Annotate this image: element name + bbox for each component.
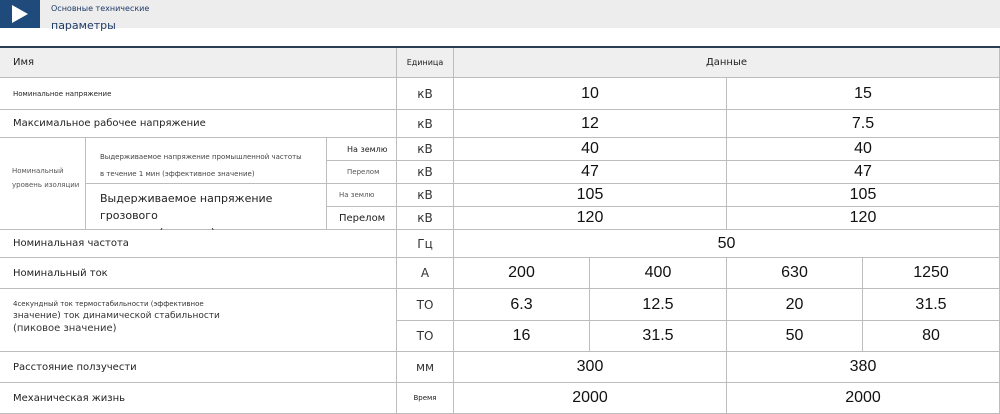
value-cell: 31.5 [590, 321, 727, 352]
row-label-rated-frequency: Номинальная частота [0, 230, 397, 258]
row-label-lightning-impulse: Выдерживаемое напряжение грозового импул… [86, 184, 327, 239]
unit-cell: ТО [397, 321, 454, 352]
value-cell: 10 [454, 78, 727, 110]
value-cell: 50 [454, 230, 1000, 258]
value-cell: 380 [727, 352, 1000, 383]
value-cell: 6.3 [454, 289, 590, 321]
value-cell: 200 [454, 258, 590, 289]
row-label-max-voltage: Максимальное рабочее напряжение [0, 110, 397, 138]
value-cell: 120 [727, 207, 1000, 230]
play-icon [12, 5, 28, 23]
unit-cell: А [397, 258, 454, 289]
value-cell: 12 [454, 110, 727, 138]
header-name: Имя [0, 48, 397, 78]
sub-label-ground: На землю [327, 184, 397, 207]
value-cell: 40 [727, 138, 1000, 161]
unit-cell: Гц [397, 230, 454, 258]
row-group-insulation: Номинальный уровень изоляции [0, 138, 86, 230]
value-cell: 47 [727, 161, 1000, 184]
value-cell: 47 [454, 161, 727, 184]
value-cell: 105 [727, 184, 1000, 207]
value-cell: 16 [454, 321, 590, 352]
value-cell: 2000 [727, 383, 1000, 414]
value-cell: 105 [454, 184, 727, 207]
unit-cell: кВ [397, 78, 454, 110]
row-label-power-frequency: Выдерживаемое напряжение промышленной ча… [86, 138, 327, 184]
title-banner [0, 0, 1000, 28]
value-cell: 7.5 [727, 110, 1000, 138]
unit-cell: кВ [397, 207, 454, 230]
row-label-mechanical-life: Механическая жизнь [0, 383, 397, 414]
unit-cell: ТО [397, 289, 454, 321]
unit-cell: кВ [397, 161, 454, 184]
value-cell: 630 [727, 258, 863, 289]
value-cell: 50 [727, 321, 863, 352]
banner-title-line2: параметры [51, 19, 116, 32]
unit-cell: кВ [397, 110, 454, 138]
value-cell: 1250 [863, 258, 1000, 289]
value-cell: 2000 [454, 383, 727, 414]
sub-label-break: Перелом [327, 207, 397, 230]
value-cell: 20 [727, 289, 863, 321]
value-cell: 40 [454, 138, 727, 161]
play-icon-box[interactable] [0, 0, 40, 28]
unit-cell: Время [397, 383, 454, 414]
value-cell: 120 [454, 207, 727, 230]
banner-title-line1: Основные технические [51, 4, 150, 13]
value-cell: 12.5 [590, 289, 727, 321]
value-cell: 300 [454, 352, 727, 383]
sub-label-break: Перелом [327, 161, 397, 184]
unit-cell: кВ [397, 184, 454, 207]
row-label-short-time-current: 4секундный ток термостабильности (эффект… [0, 289, 397, 352]
row-label-rated-voltage: Номинальное напряжение [0, 78, 397, 110]
sub-label-ground: На землю [327, 138, 397, 161]
header-divider [0, 46, 1000, 48]
value-cell: 15 [727, 78, 1000, 110]
unit-cell: мм [397, 352, 454, 383]
value-cell: 80 [863, 321, 1000, 352]
row-label-rated-current: Номинальный ток [0, 258, 397, 289]
insulation-group-label: Номинальный уровень изоляции [12, 167, 80, 189]
header-data: Данные [454, 48, 1000, 78]
row-label-creepage: Расстояние ползучести [0, 352, 397, 383]
header-unit: Единица [397, 48, 454, 78]
value-cell: 31.5 [863, 289, 1000, 321]
unit-cell: кВ [397, 138, 454, 161]
value-cell: 400 [590, 258, 727, 289]
